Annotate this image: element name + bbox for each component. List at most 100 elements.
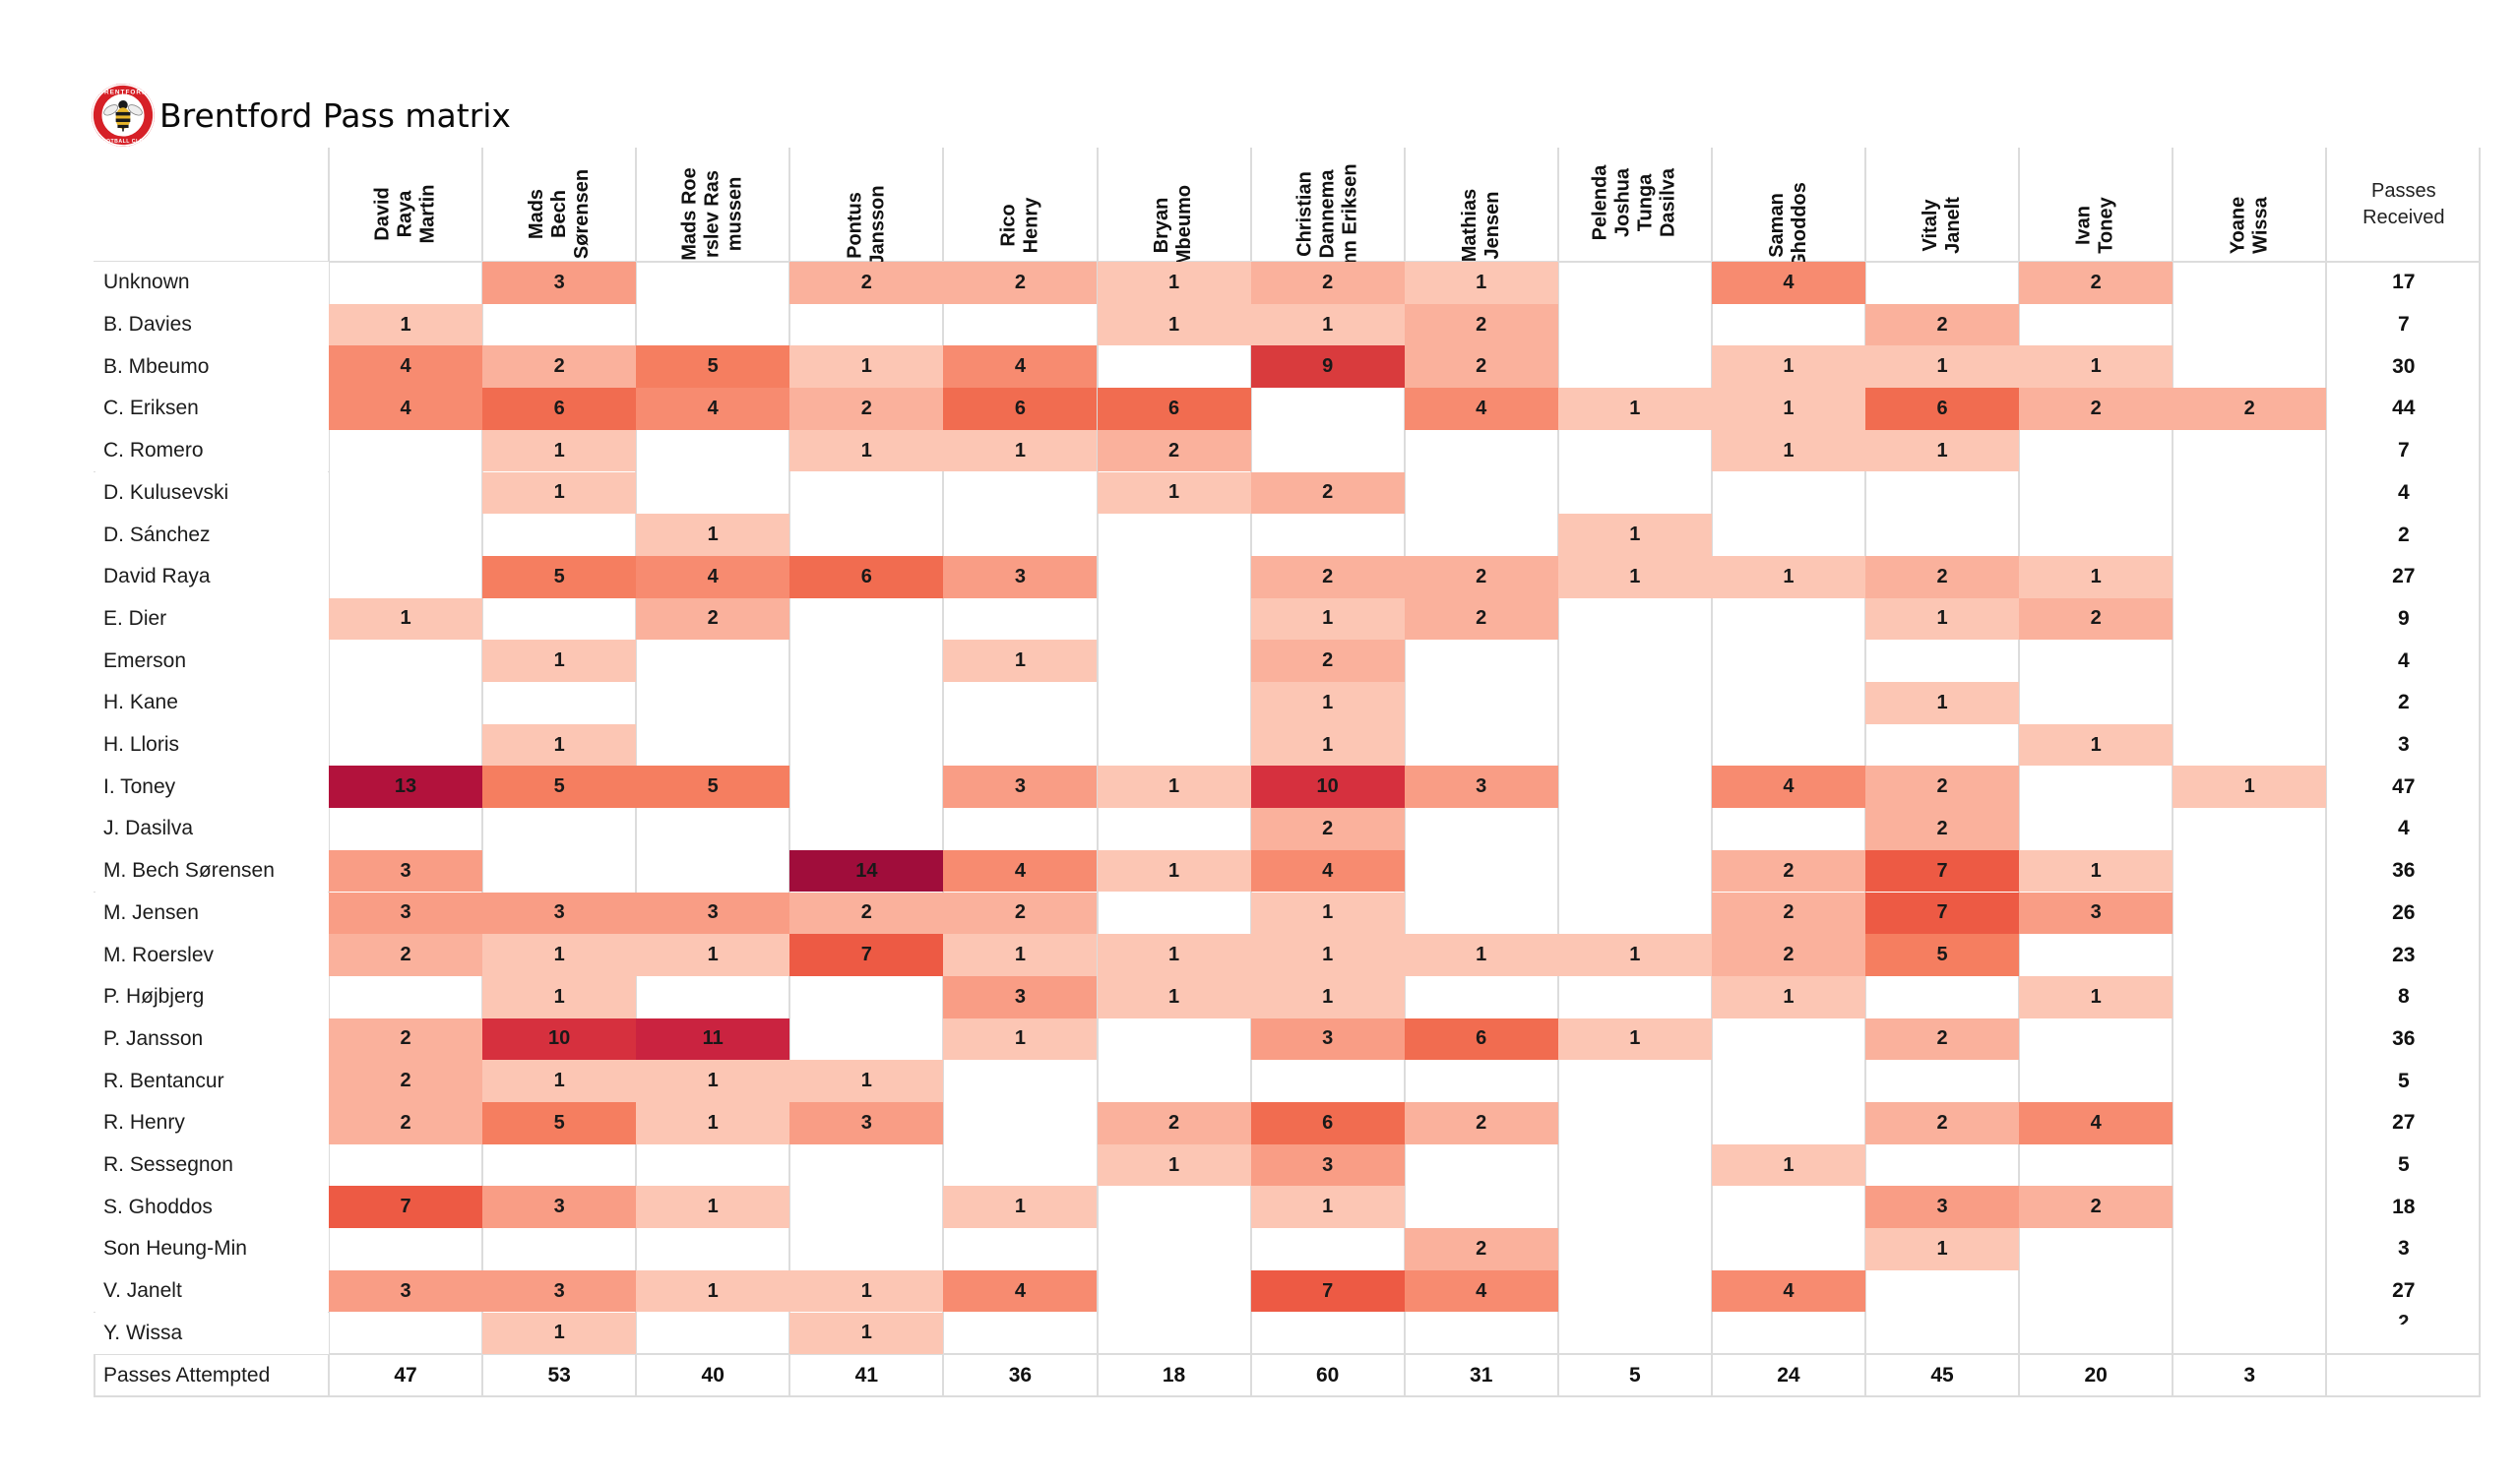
heat-cell: 2: [1404, 303, 1558, 346]
heat-cell: 1: [636, 934, 790, 976]
heat-cell: 1: [1250, 934, 1405, 976]
col-header-6: Christian Dannema nn Eriksen: [1251, 148, 1405, 264]
heat-cell: 2: [2019, 597, 2174, 641]
heat-cell: 1: [1250, 682, 1405, 724]
heat-cell: 1: [482, 640, 637, 682]
heat-cell: 2: [1865, 1018, 2020, 1061]
heat-cell: 3: [329, 849, 483, 893]
col-header-label: David Raya Martin: [371, 184, 439, 244]
heat-cell: 1: [1865, 345, 2020, 389]
heat-cell: 1: [482, 1060, 637, 1102]
passes-attempted-value: 60: [1315, 1363, 1340, 1387]
heat-cell: 10: [1250, 766, 1405, 809]
grid-vline: [2325, 148, 2328, 1396]
heat-cell: 13: [329, 766, 483, 809]
col-header-label: Saman Ghoddos: [1765, 182, 1810, 269]
heat-cell: 5: [482, 555, 637, 598]
heat-cell: 3: [789, 1102, 944, 1144]
heat-cell: 3: [1250, 1018, 1405, 1061]
heat-cell: 1: [1404, 934, 1558, 976]
heat-cell: 1: [789, 345, 944, 389]
col-header-5: Bryan Mbeumo: [1098, 148, 1251, 266]
heat-cell: 5: [636, 766, 790, 809]
heat-cell: 1: [1250, 597, 1405, 641]
heat-cell: 2: [1097, 429, 1251, 472]
heat-cell: 3: [636, 892, 790, 935]
passes-received-value: 27: [2392, 1279, 2416, 1303]
passes-received-value: 18: [2392, 1195, 2416, 1218]
col-header-11: Ivan Toney: [2019, 148, 2173, 262]
heat-cell: 3: [482, 262, 637, 304]
passes-received-value: 27: [2392, 565, 2416, 588]
heat-cell: 1: [636, 1269, 790, 1313]
heat-cell: 6: [482, 388, 637, 430]
heat-cell: 2: [789, 388, 944, 430]
heat-cell: 1: [1557, 1018, 1712, 1061]
passes-attempted-value: 24: [1777, 1363, 1800, 1387]
svg-text:FOOTBALL CLUB: FOOTBALL CLUB: [98, 139, 148, 145]
row-label: M. Roerslev: [94, 934, 329, 976]
bee-icon: [103, 99, 143, 132]
col-header-label: Vitaly Janelt: [1920, 197, 1965, 254]
passes-received-value-clipped: 2: [2326, 1313, 2481, 1325]
heat-cell: 14: [789, 849, 944, 893]
heat-cell: 1: [1097, 849, 1251, 893]
heat-cell: 2: [1865, 766, 2020, 809]
heat-cell: 1: [1097, 1143, 1251, 1187]
row-label: R. Bentancur: [94, 1060, 329, 1102]
heat-cell: 2: [1711, 849, 1865, 893]
passes-attempted-value: 45: [1930, 1363, 1954, 1387]
row-label: C. Eriksen: [94, 388, 329, 430]
row-label: I. Toney: [94, 766, 329, 809]
heat-cell: 1: [1711, 555, 1865, 598]
heat-cell: 1: [2019, 555, 2174, 598]
heat-cell: 6: [1865, 388, 2020, 430]
heat-cell: 1: [2173, 766, 2327, 809]
heat-cell: 6: [1404, 1018, 1558, 1061]
row-label: David Raya: [94, 555, 329, 598]
heat-cell: 4: [943, 1269, 1098, 1313]
heat-cell: 2: [2019, 388, 2174, 430]
passes-received-value: 27: [2392, 1111, 2416, 1135]
heat-cell: 6: [1250, 1102, 1405, 1144]
heat-cell: 1: [1250, 303, 1405, 346]
heat-cell: 1: [1865, 429, 2020, 472]
row-label: P. Højbjerg: [94, 975, 329, 1018]
heat-cell: 7: [789, 934, 944, 976]
col-header-7: Mathias Jensen: [1405, 148, 1558, 262]
passes-received-value: 2: [2397, 523, 2410, 546]
heat-cell: 2: [1404, 1102, 1558, 1144]
heat-cell: 1: [1557, 934, 1712, 976]
passes-received-value: 23: [2392, 943, 2416, 966]
brand-bar: BRENTFORD FOOTBALL CLUB Brentford Pass m…: [91, 83, 511, 148]
row-label: M. Bech Sørensen: [94, 849, 329, 893]
heat-cell: 1: [1250, 975, 1405, 1018]
heat-cell: 1: [482, 723, 637, 767]
heat-cell: 1: [789, 1060, 944, 1102]
heat-cell: 2: [2019, 1186, 2174, 1229]
heat-cell: 9: [1250, 345, 1405, 389]
heat-cell: 1: [943, 429, 1098, 472]
heat-cell: 3: [329, 1269, 483, 1313]
passes-received-value: 47: [2392, 774, 2416, 798]
heat-cell: 7: [1865, 849, 2020, 893]
heat-cell: 6: [789, 555, 944, 598]
heat-cell: 5: [482, 1102, 637, 1144]
passes-received-value: 4: [2397, 817, 2410, 840]
col-header-4: Rico Henry: [943, 148, 1097, 262]
heat-cell: 1: [943, 1018, 1098, 1061]
heat-cell: 2: [1711, 892, 1865, 935]
svg-text:BRENTFORD: BRENTFORD: [98, 89, 147, 95]
grid-hline: [94, 1353, 2482, 1356]
heat-cell: 7: [1865, 892, 2020, 935]
passes-attempted-value: 40: [701, 1363, 724, 1387]
heat-cell: 4: [329, 345, 483, 389]
heat-cell: 1: [1097, 934, 1251, 976]
heat-cell: 1: [2019, 975, 2174, 1018]
heat-cell: 2: [1250, 262, 1405, 304]
heat-cell: 3: [1404, 766, 1558, 809]
passes-received-value: 3: [2397, 1237, 2410, 1261]
heat-cell: 1: [329, 597, 483, 641]
col-header-label: Mads Roe rslev Ras mussen: [678, 167, 746, 261]
heat-cell: 4: [636, 555, 790, 598]
